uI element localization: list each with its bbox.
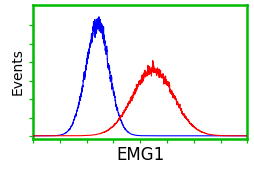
X-axis label: EMG1: EMG1 (116, 146, 164, 164)
Y-axis label: Events: Events (11, 48, 25, 95)
